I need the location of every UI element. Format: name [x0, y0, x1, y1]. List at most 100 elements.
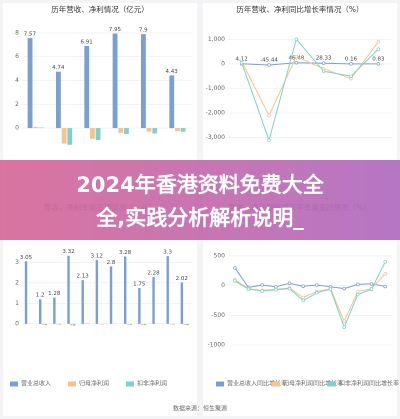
data-label: 3.28 [119, 250, 132, 256]
point [369, 282, 374, 286]
data-label: -45.44 [260, 58, 278, 64]
bar [143, 323, 147, 326]
bar [56, 71, 61, 129]
point [233, 279, 237, 283]
point [260, 289, 264, 293]
banner [0, 160, 400, 240]
point [294, 54, 299, 59]
bar [39, 127, 44, 129]
point [349, 62, 353, 66]
bar [152, 277, 155, 324]
bar [141, 34, 146, 129]
bar [180, 282, 184, 324]
legend-swatch [328, 381, 336, 387]
chart-title: 历年营收、净利同比增长率情况（%） [236, 4, 363, 14]
legend-label: 归母净利润 [79, 380, 109, 388]
point [376, 47, 381, 51]
point [301, 298, 305, 303]
y-tick-label: -2,000 [206, 110, 226, 117]
bar [67, 128, 73, 145]
bar [39, 299, 42, 324]
bar [56, 323, 59, 325]
data-label: 4.43 [165, 69, 178, 75]
bar [166, 256, 169, 324]
chart-title: 历年营收、净利情况（亿元） [51, 4, 149, 14]
point [383, 260, 387, 264]
point [233, 266, 237, 270]
y-tick-label: 6 [15, 53, 19, 60]
point [267, 138, 271, 142]
bar [138, 287, 141, 324]
data-label: 2.8 [107, 260, 116, 266]
line [241, 38, 379, 142]
data-label: 46.48 [288, 55, 304, 61]
point [267, 63, 271, 67]
data-label: 3.32 [62, 249, 74, 255]
point [383, 272, 387, 276]
banner-line: 全,实践分析解析说明_ [95, 206, 304, 230]
point [301, 284, 305, 288]
point [342, 325, 346, 329]
point [356, 289, 360, 294]
bar [44, 323, 48, 326]
bar [126, 323, 130, 325]
data-label: 7.9 [139, 28, 148, 34]
legend-label: 扣非净利润 [137, 380, 167, 388]
bar [169, 75, 175, 129]
point [328, 287, 333, 291]
bar [129, 323, 133, 325]
data-label: 28.33 [316, 56, 332, 62]
bar [73, 323, 76, 326]
point [315, 291, 319, 295]
bar [41, 323, 45, 325]
bar [84, 45, 90, 129]
bar [84, 323, 87, 324]
data-label: 0.16 [345, 56, 358, 62]
bar [33, 126, 39, 129]
point [356, 282, 360, 287]
legend-swatch [10, 381, 18, 387]
point [239, 60, 244, 65]
legend-swatch [216, 381, 224, 387]
bar [95, 259, 99, 324]
data-label: 3.12 [91, 253, 103, 259]
bar [172, 323, 175, 325]
bar [124, 256, 127, 324]
data-label: 1.2 [36, 293, 45, 299]
y-tick-label: 500 [214, 252, 226, 259]
bar [53, 297, 56, 324]
banner-line: 2024年香港资料免费大全 [76, 173, 324, 197]
source: 数据来源：恒生聚源 [173, 405, 227, 413]
line [234, 261, 386, 329]
legend-label: 营业总收入同比增长率 [227, 380, 287, 388]
bar [27, 38, 33, 129]
point [356, 292, 360, 297]
data-label: 3.3 [163, 250, 172, 256]
bar [101, 323, 104, 325]
legend-label: 扣非净利润同比增长率 [339, 380, 399, 388]
y-tick-label: -1000 [208, 342, 226, 349]
point [287, 286, 292, 291]
bar [186, 323, 189, 326]
y-tick-label: -3,000 [206, 134, 226, 141]
bar [24, 261, 28, 324]
y-tick-label: 8 [15, 29, 19, 36]
bar [95, 128, 101, 140]
point [383, 284, 387, 289]
bar [112, 33, 118, 129]
legend-swatch [68, 381, 76, 387]
bar [67, 255, 70, 324]
bar [180, 128, 186, 132]
point [301, 295, 305, 300]
bar [58, 323, 62, 325]
bar [169, 323, 172, 325]
data-label: 2.28 [147, 271, 160, 277]
data-label: 7.95 [109, 27, 122, 33]
data-label: 0.83 [372, 56, 385, 62]
point [294, 37, 299, 42]
y-tick-label: 1 [15, 300, 19, 307]
bar [141, 323, 144, 325]
bar [183, 323, 186, 326]
point [376, 62, 381, 66]
legend-swatch [272, 381, 280, 387]
